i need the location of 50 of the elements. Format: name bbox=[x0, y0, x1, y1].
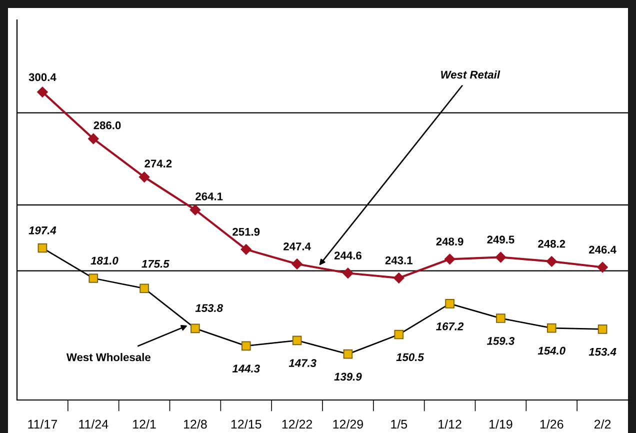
data-label: 248.2 bbox=[538, 240, 566, 248]
data-label: 167.2 bbox=[436, 322, 464, 330]
point bbox=[444, 254, 456, 265]
x-tick-label: 2/2 bbox=[594, 419, 611, 429]
data-label: 251.9 bbox=[232, 228, 260, 236]
point bbox=[393, 272, 404, 284]
x-tick-label: 1/5 bbox=[391, 419, 408, 429]
x-tick-label: 1/26 bbox=[540, 419, 564, 429]
data-label: 154.0 bbox=[538, 346, 566, 355]
data-label: 175.5 bbox=[142, 260, 170, 268]
data-label: 147.3 bbox=[288, 359, 316, 368]
x-tick-label: 12/8 bbox=[184, 419, 207, 429]
point bbox=[138, 172, 150, 182]
x-tick-label: 11/24 bbox=[79, 419, 108, 429]
point bbox=[37, 86, 48, 98]
data-label: 159.3 bbox=[486, 337, 514, 345]
data-label: 248.9 bbox=[436, 238, 464, 246]
x-tick-label: 12/22 bbox=[282, 419, 312, 429]
text: West Retail bbox=[441, 70, 500, 79]
data-label: 181.0 bbox=[90, 256, 118, 265]
point bbox=[597, 262, 608, 273]
data-label: 246.4 bbox=[589, 246, 616, 254]
data-label: 244.6 bbox=[334, 252, 362, 260]
data-label: 300.4 bbox=[28, 73, 56, 82]
point bbox=[546, 256, 558, 267]
x-tick-label: 12/29 bbox=[333, 419, 364, 429]
data-label: 139.9 bbox=[334, 372, 362, 381]
x-tick-label: 11/17 bbox=[28, 419, 58, 429]
x-tick-label: 1/12 bbox=[438, 419, 462, 429]
x-tick-label: 12/1 bbox=[133, 419, 156, 429]
point bbox=[240, 244, 252, 255]
data-label: 144.3 bbox=[232, 364, 260, 373]
data-label: 274.2 bbox=[144, 160, 172, 168]
point bbox=[292, 258, 302, 270]
data-label: 153.4 bbox=[588, 348, 616, 356]
data-label: 264.1 bbox=[196, 192, 223, 200]
point bbox=[190, 204, 201, 216]
text: West Wholesale bbox=[66, 353, 150, 362]
data-label: 286.0 bbox=[94, 121, 121, 130]
point bbox=[342, 268, 354, 279]
data-label: 153.8 bbox=[195, 304, 223, 312]
point bbox=[88, 133, 99, 144]
data-label: 247.4 bbox=[284, 242, 311, 250]
data-label: 243.1 bbox=[385, 256, 412, 264]
data-label: 150.5 bbox=[396, 353, 424, 362]
data-label: 197.4 bbox=[28, 226, 56, 234]
x-tick-label: 12/15 bbox=[231, 419, 262, 429]
x-tick-label: 1/19 bbox=[490, 419, 512, 429]
point bbox=[495, 252, 506, 263]
data-label: 249.5 bbox=[487, 236, 514, 244]
